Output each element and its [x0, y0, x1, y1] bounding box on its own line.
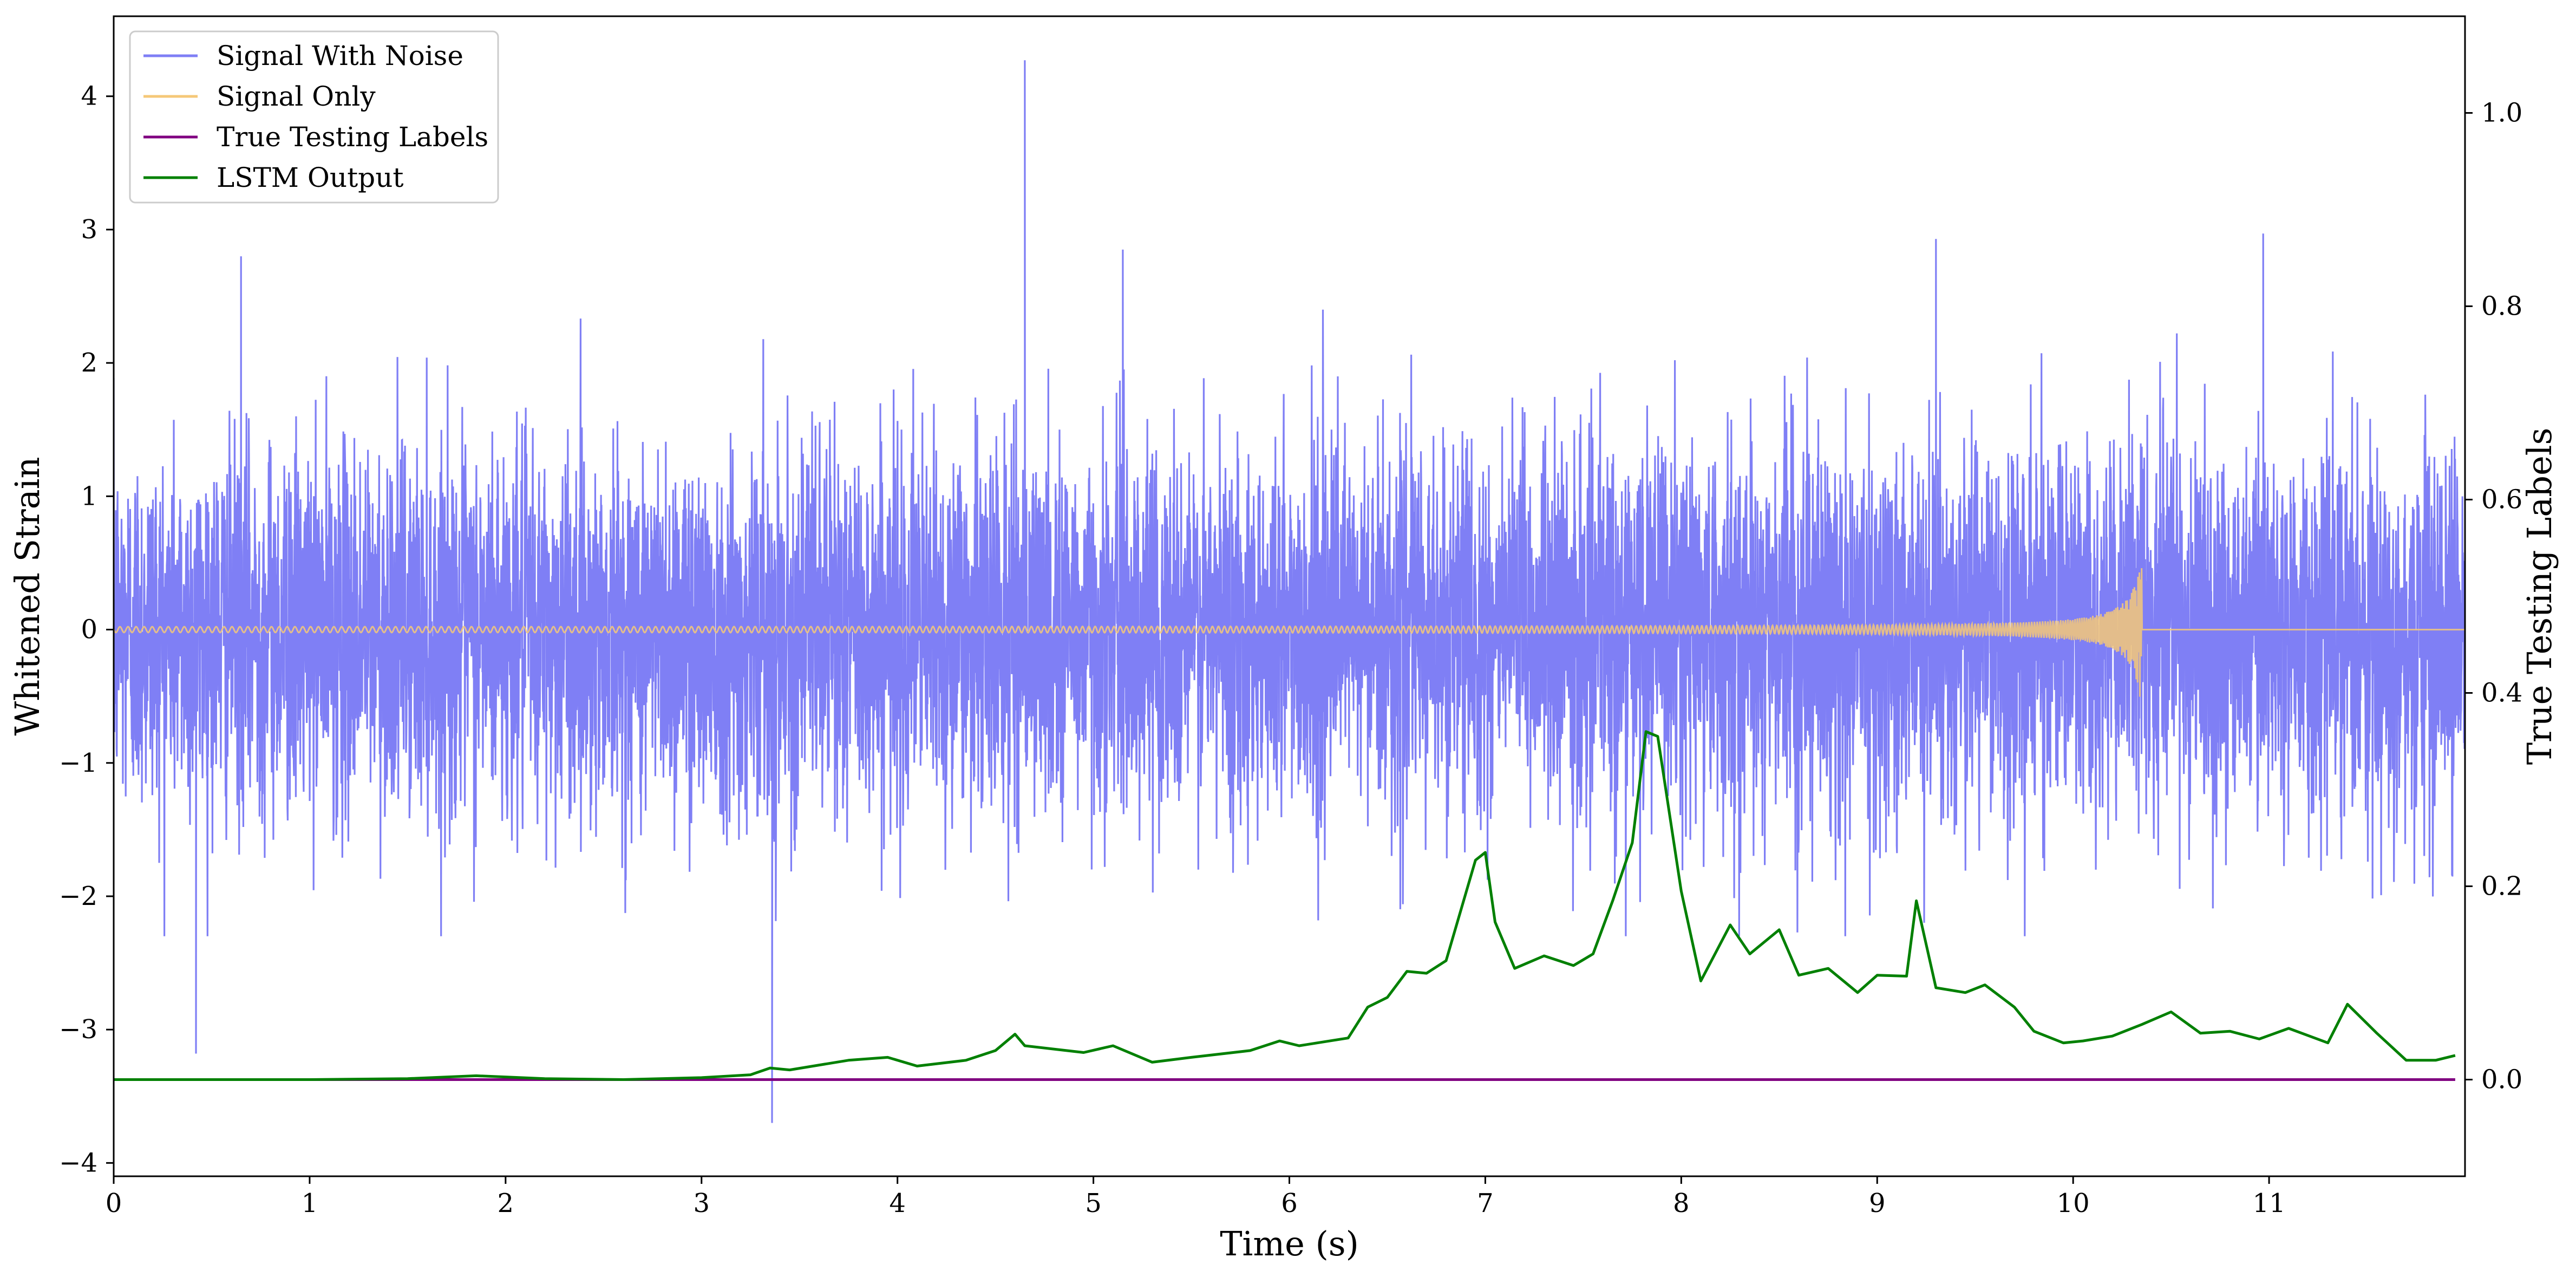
- series-lstm-output: [114, 730, 2456, 1081]
- y-left-tick-label: 1: [81, 481, 97, 511]
- y-left-tick-label: 3: [81, 214, 97, 245]
- x-axis-label: Time (s): [1220, 1224, 1359, 1263]
- x-tick-label: 2: [498, 1188, 514, 1219]
- y-right-tick-label: 1.0: [2481, 98, 2522, 128]
- x-tick-label: 4: [889, 1188, 906, 1219]
- y-axis-left-label: Whitened Strain: [8, 457, 47, 736]
- y-left-tick-label: −3: [59, 1014, 97, 1045]
- x-tick-label: 1: [302, 1188, 318, 1219]
- legend: Signal With Noise Signal Only True Testing…: [129, 30, 499, 204]
- legend-box: [129, 30, 499, 204]
- y-right-tick-label: 0.0: [2481, 1065, 2522, 1095]
- x-tick-label: 10: [2057, 1188, 2090, 1219]
- y-left-tick-label: 0: [81, 615, 97, 645]
- x-tick-label: 5: [1085, 1188, 1102, 1219]
- x-tick-label: 6: [1281, 1188, 1298, 1219]
- x-tick-label: 8: [1673, 1188, 1690, 1219]
- series-signal-only: [114, 568, 2465, 697]
- x-tick-label: 3: [693, 1188, 710, 1219]
- legend-label: Signal Only: [217, 81, 376, 112]
- y-left-tick-label: 4: [81, 81, 97, 112]
- x-tick-label: 11: [2253, 1188, 2286, 1219]
- y-right-tick-label: 0.6: [2481, 485, 2522, 515]
- y-right-tick-label: 0.8: [2481, 291, 2522, 322]
- legend-label: LSTM Output: [217, 162, 403, 193]
- y-right-tick-label: 0.2: [2481, 871, 2522, 902]
- y-left-tick-label: 2: [81, 348, 97, 378]
- y-left-tick-label: −1: [59, 748, 97, 778]
- y-left-tick-label: −2: [59, 881, 97, 911]
- y-right-tick-label: 0.4: [2481, 678, 2522, 708]
- y-axis-right-label: True Testing Labels: [2520, 428, 2559, 765]
- x-tick-label: 0: [106, 1188, 122, 1219]
- legend-label: True Testing Labels: [217, 121, 488, 153]
- x-tick-label: 7: [1477, 1188, 1494, 1219]
- series-signal-with-noise: [114, 60, 2465, 1123]
- legend-label: Signal With Noise: [217, 40, 463, 71]
- y-left-tick-label: −4: [59, 1148, 97, 1178]
- x-tick-label: 9: [1869, 1188, 1886, 1219]
